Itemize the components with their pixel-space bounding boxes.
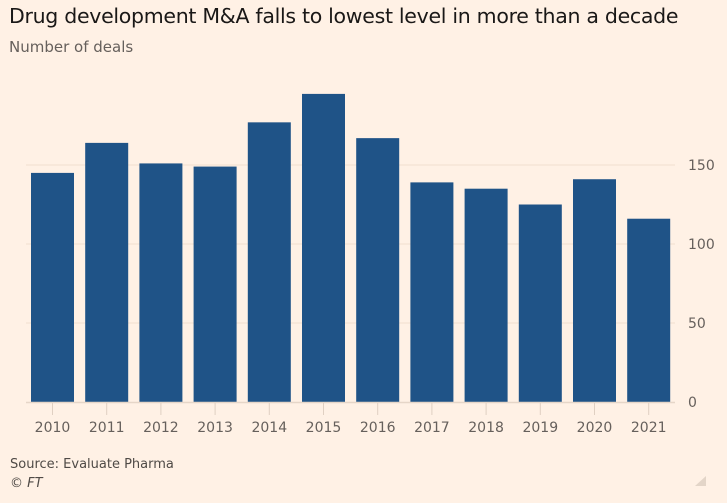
- axes: 0 50 100 150 2010 2011 2012 2013 2014 2015 2016 201…: [26, 158, 715, 436]
- bar-2021: [627, 218, 671, 402]
- bar-2017: [410, 182, 454, 402]
- x-tick-label: 2012: [143, 420, 179, 436]
- bar-2019: [518, 204, 562, 402]
- bar-2013: [193, 166, 237, 402]
- x-tick-label: 2020: [577, 420, 613, 436]
- bar-2020: [573, 179, 616, 402]
- x-tick-label: 2021: [631, 420, 667, 436]
- x-tick-label: 2011: [89, 420, 125, 436]
- bar-2014: [247, 122, 291, 402]
- bar-2016: [356, 138, 400, 402]
- x-tick-label: 2013: [197, 420, 233, 436]
- x-tick-label: 2019: [522, 420, 558, 436]
- x-tick-label: 2017: [414, 420, 450, 436]
- copyright-note: © FT: [10, 476, 43, 491]
- bars: [31, 93, 671, 403]
- chart-title: Drug development M&A falls to lowest lev…: [9, 4, 679, 28]
- x-tick-label: 2010: [35, 420, 71, 436]
- gridlines: [26, 164, 675, 324]
- x-tick-label: 2014: [251, 420, 287, 436]
- y-tick-label: 50: [688, 316, 706, 332]
- y-tick-label: 150: [688, 158, 715, 174]
- source-note: Source: Evaluate Pharma: [10, 457, 174, 472]
- x-tick-label: 2016: [360, 420, 396, 436]
- x-tick-label: 2018: [468, 420, 504, 436]
- bar-2015: [302, 93, 345, 403]
- bar-2011: [85, 142, 129, 402]
- bar-2018: [464, 188, 508, 402]
- resize-handle-icon[interactable]: [695, 476, 706, 486]
- x-tick-label: 2015: [306, 420, 342, 436]
- bar-2010: [31, 172, 74, 402]
- y-tick-label: 0: [688, 395, 697, 411]
- chart-subtitle: Number of deals: [9, 38, 134, 56]
- y-tick-label: 100: [688, 237, 715, 253]
- bar-2012: [139, 163, 183, 402]
